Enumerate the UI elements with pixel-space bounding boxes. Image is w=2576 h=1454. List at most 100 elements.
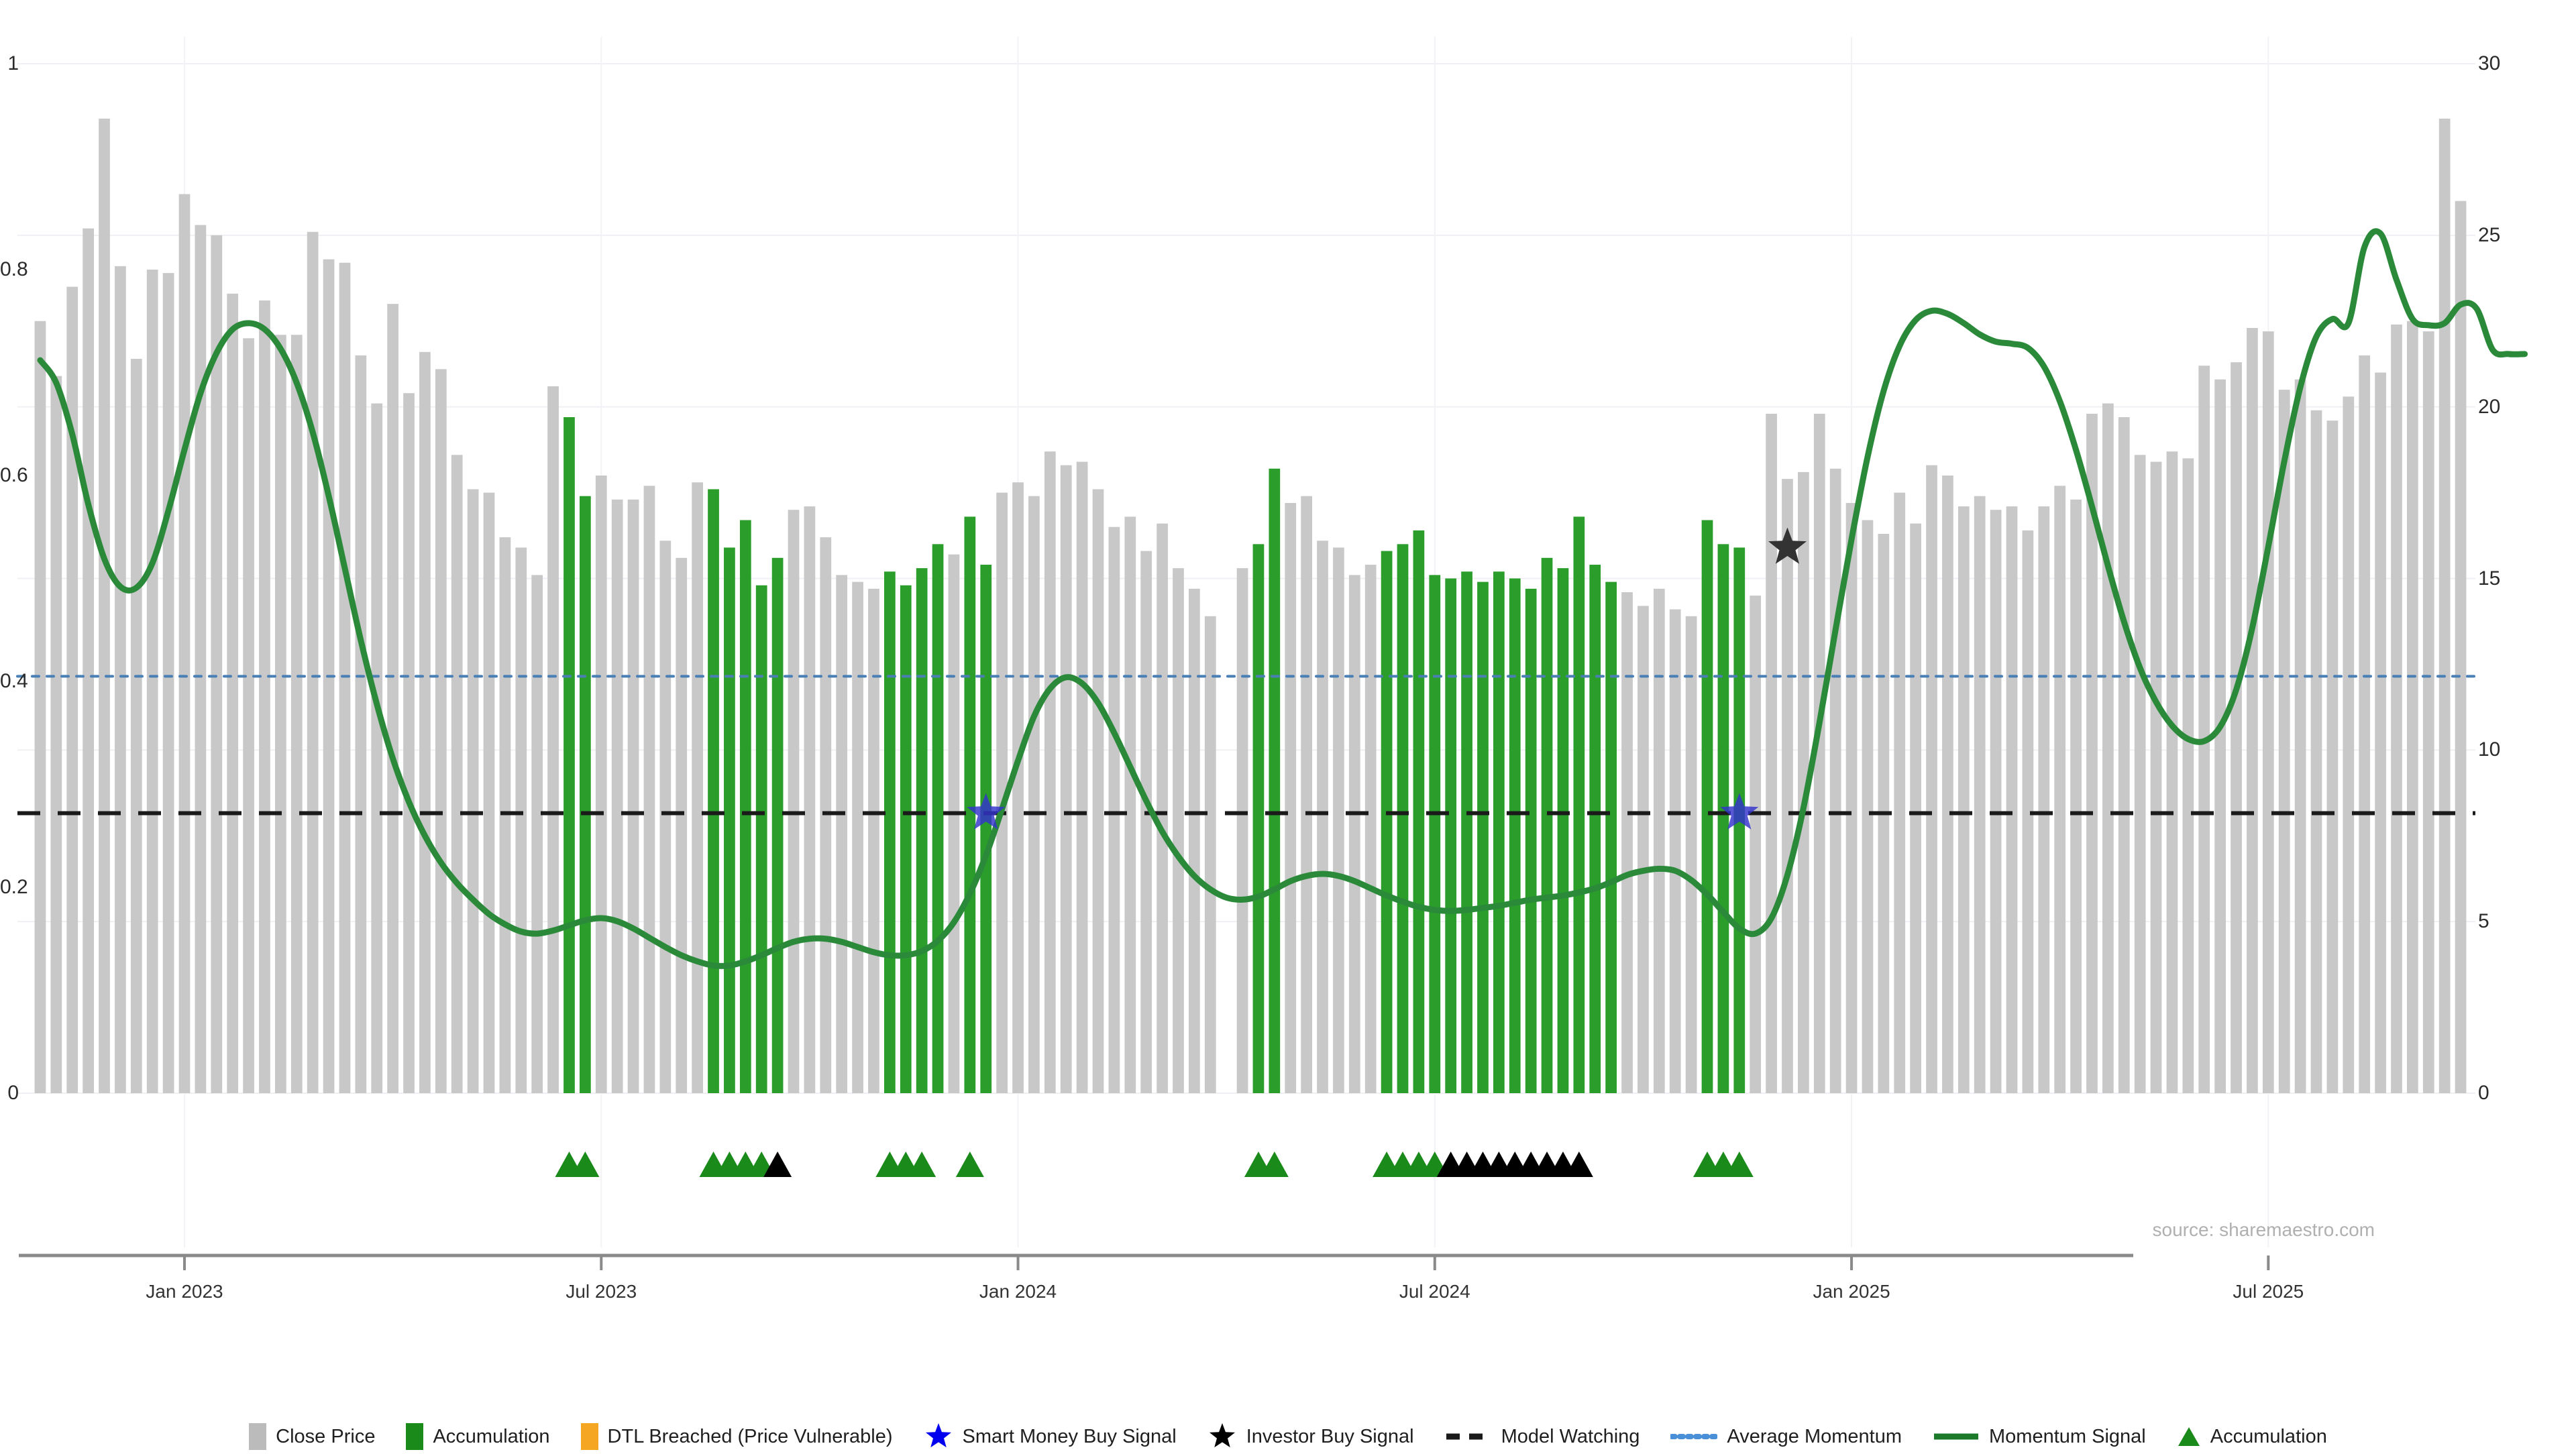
legend-item[interactable]: Smart Money Buy Signal bbox=[924, 1422, 1177, 1451]
accumulation-bar bbox=[1397, 544, 1409, 1093]
close-price-bar bbox=[499, 537, 511, 1093]
accumulation-bar bbox=[1269, 468, 1281, 1093]
legend-item[interactable]: Investor Buy Signal bbox=[1208, 1422, 1414, 1451]
close-price-bar bbox=[2294, 379, 2306, 1093]
close-price-bar bbox=[435, 369, 447, 1094]
close-price-bar bbox=[820, 537, 832, 1093]
accumulation-bar bbox=[1493, 571, 1505, 1093]
accumulation-bar bbox=[884, 571, 896, 1093]
accumulation-bar bbox=[1589, 565, 1601, 1093]
accumulation-bar bbox=[724, 547, 735, 1093]
close-price-bar bbox=[1317, 541, 1328, 1093]
close-price-bar bbox=[1813, 413, 1825, 1093]
close-price-bar bbox=[162, 273, 174, 1093]
accumulation-bar bbox=[1605, 581, 1617, 1093]
close-price-bar bbox=[547, 386, 559, 1093]
close-price-bar bbox=[1894, 492, 1906, 1093]
close-price-bar bbox=[2054, 486, 2066, 1093]
close-price-bar bbox=[1798, 471, 1809, 1093]
close-price-bar bbox=[83, 228, 94, 1094]
dotted-line-icon bbox=[1669, 1432, 1719, 1441]
x-axis-tick-label: Jul 2023 bbox=[566, 1281, 637, 1302]
close-price-bar bbox=[788, 510, 800, 1093]
legend-item-label: Close Price bbox=[276, 1425, 376, 1447]
close-price-bar bbox=[1333, 547, 1344, 1093]
close-price-bar bbox=[1173, 568, 1184, 1093]
x-gridlines bbox=[184, 37, 2269, 1247]
legend-item[interactable]: Momentum Signal bbox=[1933, 1426, 2146, 1448]
legend-item[interactable]: DTL Breached (Price Vulnerable) bbox=[580, 1423, 893, 1450]
close-price-bar bbox=[1204, 616, 1216, 1093]
close-price-bar bbox=[595, 476, 607, 1093]
y-axis-left-tick: 0 bbox=[7, 1082, 19, 1104]
close-price-bar bbox=[2310, 410, 2322, 1093]
legend-item-label: Accumulation bbox=[2210, 1425, 2327, 1447]
square-swatch-icon bbox=[406, 1423, 424, 1450]
legend-item[interactable]: Accumulation bbox=[2177, 1426, 2327, 1448]
accumulation-bar bbox=[1525, 588, 1537, 1093]
accumulation-bar bbox=[1557, 568, 1569, 1093]
close-price-bar bbox=[531, 575, 543, 1093]
accumulation-bar bbox=[1445, 578, 1457, 1093]
legend-item[interactable]: Close Price bbox=[249, 1423, 375, 1450]
close-price-bar bbox=[1140, 551, 1152, 1093]
close-price-bar bbox=[355, 355, 367, 1093]
close-price-bar bbox=[195, 225, 207, 1093]
accumulation-marker-row bbox=[555, 1152, 1754, 1177]
dashed-line-icon bbox=[1445, 1432, 1492, 1441]
solid-line-icon bbox=[1933, 1432, 1980, 1441]
legend-item[interactable]: Average Momentum bbox=[1669, 1425, 1902, 1448]
y-axis-right-tick: 0 bbox=[2478, 1082, 2489, 1104]
accumulation-bar bbox=[1573, 516, 1585, 1093]
close-price-bar bbox=[2455, 201, 2467, 1094]
close-price-bar bbox=[1669, 609, 1681, 1093]
legend-item[interactable]: Model Watching bbox=[1445, 1426, 1640, 1448]
smart-money-buy-star bbox=[1720, 793, 1759, 830]
accumulation-bar bbox=[771, 557, 784, 1093]
close-price-bar bbox=[676, 557, 688, 1093]
accumulation-bar bbox=[980, 565, 992, 1093]
accumulation-bar bbox=[1477, 581, 1489, 1093]
source-note: source: sharemaestro.com bbox=[2152, 1219, 2375, 1240]
accumulation-bar bbox=[580, 496, 591, 1093]
accumulation-triangle-green bbox=[1725, 1152, 1754, 1177]
legend-item-label: Average Momentum bbox=[1727, 1425, 1902, 1447]
close-price-bar bbox=[2438, 118, 2451, 1093]
accumulation-bar bbox=[1509, 578, 1521, 1093]
legend-item-label: Smart Money Buy Signal bbox=[962, 1425, 1177, 1447]
close-price-bar bbox=[2343, 396, 2355, 1093]
square-swatch-icon bbox=[580, 1423, 598, 1450]
legend-item[interactable]: Accumulation bbox=[406, 1423, 550, 1450]
accumulation-triangle-green bbox=[955, 1152, 984, 1177]
close-price-bar bbox=[1957, 506, 1970, 1093]
close-price-bar bbox=[1638, 606, 1649, 1093]
accumulation-bar bbox=[755, 585, 767, 1093]
close-price-bar bbox=[387, 304, 398, 1094]
close-price-bar bbox=[868, 588, 879, 1093]
close-price-bar bbox=[1862, 520, 1874, 1093]
close-price-bar bbox=[1766, 413, 1777, 1093]
close-price-bar bbox=[2326, 421, 2339, 1093]
x-axis-tick-label: Jan 2023 bbox=[146, 1281, 223, 1302]
legend-item-label: Momentum Signal bbox=[1989, 1425, 2146, 1447]
close-price-bar bbox=[211, 235, 223, 1093]
close-price-bar bbox=[1044, 451, 1056, 1093]
accumulation-bar bbox=[564, 417, 575, 1093]
close-price-bar bbox=[948, 554, 960, 1093]
close-price-bar bbox=[852, 581, 863, 1093]
accumulation-triangle-black bbox=[763, 1152, 792, 1177]
accumulation-bar bbox=[1429, 575, 1441, 1093]
accumulation-triangle-black bbox=[1564, 1152, 1593, 1177]
price-bars bbox=[34, 118, 2467, 1094]
close-price-bar bbox=[2407, 321, 2418, 1093]
close-price-bar bbox=[2198, 366, 2210, 1094]
close-price-bar bbox=[178, 194, 191, 1093]
y-axis-right-tick: 5 bbox=[2478, 910, 2489, 933]
y-axis-left-tick: 0.4 bbox=[0, 670, 28, 692]
close-price-bar bbox=[1845, 502, 1858, 1093]
legend-item-label: Accumulation bbox=[433, 1425, 550, 1447]
accumulation-bar bbox=[964, 516, 976, 1093]
close-price-bar bbox=[2118, 417, 2130, 1093]
y-axis-right-tick: 20 bbox=[2478, 395, 2501, 418]
